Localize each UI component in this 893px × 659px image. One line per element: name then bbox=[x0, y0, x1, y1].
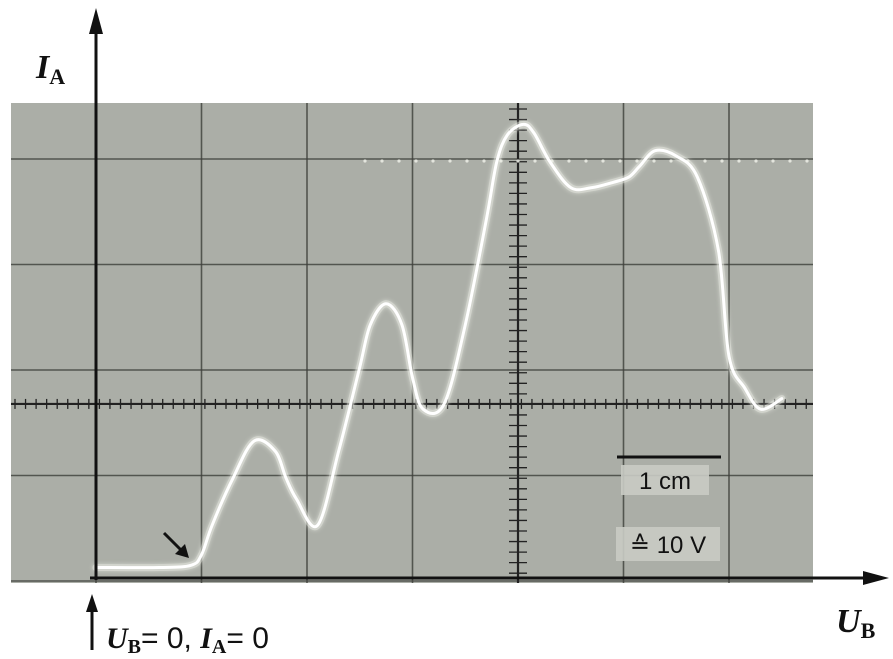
saturation-dot bbox=[788, 159, 792, 163]
saturation-dot bbox=[567, 159, 571, 163]
saturation-dot bbox=[635, 159, 639, 163]
saturation-dot bbox=[737, 159, 741, 163]
saturation-dot bbox=[533, 159, 537, 163]
scale-bar-label-bg bbox=[621, 465, 709, 495]
saturation-dot bbox=[703, 159, 707, 163]
saturation-dot bbox=[397, 159, 401, 163]
saturation-dot-line bbox=[363, 159, 809, 163]
origin-note: UB= 0, IA= 0 bbox=[106, 622, 269, 658]
y-axis-label: IA bbox=[35, 49, 65, 89]
saturation-dot bbox=[805, 159, 809, 163]
saturation-dot bbox=[771, 159, 775, 163]
saturation-dot bbox=[584, 159, 588, 163]
saturation-dot bbox=[720, 159, 724, 163]
saturation-dot bbox=[363, 159, 367, 163]
origin-note-arrowhead bbox=[86, 594, 98, 612]
start-arrowhead bbox=[175, 544, 189, 558]
y-axis-arrowhead bbox=[89, 8, 103, 34]
saturation-dot bbox=[516, 159, 520, 163]
saturation-dot bbox=[618, 159, 622, 163]
x-axis-arrowhead bbox=[863, 571, 889, 585]
saturation-dot bbox=[465, 159, 469, 163]
scale-equiv-label: ≙ 10 V bbox=[630, 532, 706, 559]
saturation-dot bbox=[414, 159, 418, 163]
saturation-dot bbox=[669, 159, 673, 163]
saturation-dot bbox=[754, 159, 758, 163]
scale-equiv-bg bbox=[616, 527, 720, 561]
saturation-dot bbox=[482, 159, 486, 163]
x-axis-label: UB bbox=[836, 603, 876, 643]
start-arrow bbox=[162, 531, 184, 553]
saturation-dot bbox=[601, 159, 605, 163]
current-curve bbox=[94, 122, 784, 570]
scale-bar-label: 1 cm bbox=[639, 468, 691, 495]
saturation-dot bbox=[448, 159, 452, 163]
saturation-dot bbox=[380, 159, 384, 163]
axis-ticks bbox=[11, 103, 813, 583]
saturation-dot bbox=[652, 159, 656, 163]
saturation-dot bbox=[431, 159, 435, 163]
